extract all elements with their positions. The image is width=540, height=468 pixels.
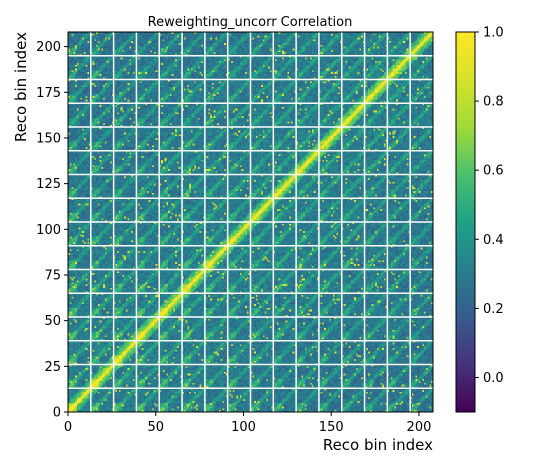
colorbar-tick-label-2: 0.4 (483, 233, 504, 248)
colorbar-ticks: 0.0 0.2 0.4 0.6 0.8 1.0 (475, 26, 504, 386)
x-tick-label-50: 50 (147, 420, 164, 435)
x-axis-label: Reco bin index (323, 436, 433, 454)
colorbar-tick-label-5: 1.0 (483, 26, 504, 41)
y-tick-label-200: 200 (36, 40, 61, 55)
colorbar: 0.0 0.2 0.4 0.6 0.8 1.0 (455, 26, 504, 413)
block-boundary-lines (68, 32, 433, 412)
x-tick-label-100: 100 (231, 420, 256, 435)
colorbar-frame (455, 31, 476, 413)
x-axis-ticks: 0 50 100 150 200 (64, 412, 432, 435)
y-tick-label-175: 175 (36, 86, 61, 101)
colorbar-tick-label-4: 0.8 (483, 95, 504, 110)
y-axis-ticks: 0 25 50 75 100 125 150 175 200 (36, 40, 68, 421)
y-tick-label-100: 100 (36, 223, 61, 238)
x-tick-label-200: 200 (407, 420, 432, 435)
colorbar-tick-label-0: 0.0 (483, 371, 504, 386)
x-tick-label-150: 150 (319, 420, 344, 435)
colorbar-tick-label-3: 0.6 (483, 164, 504, 179)
y-tick-label-0: 0 (53, 406, 61, 421)
heatmap-area (67, 31, 434, 413)
y-tick-label-25: 25 (44, 360, 61, 375)
y-tick-label-50: 50 (44, 314, 61, 329)
y-tick-label-75: 75 (44, 268, 61, 283)
x-tick-label-0: 0 (64, 420, 72, 435)
colorbar-gradient (456, 32, 475, 412)
colorbar-tick-label-1: 0.2 (483, 302, 504, 317)
y-tick-label-125: 125 (36, 177, 61, 192)
chart-title: Reweighting_uncorr Correlation (148, 15, 353, 30)
y-axis-label: Reco bin index (12, 32, 30, 142)
plot-frame (67, 31, 434, 413)
y-tick-label-150: 150 (36, 131, 61, 146)
